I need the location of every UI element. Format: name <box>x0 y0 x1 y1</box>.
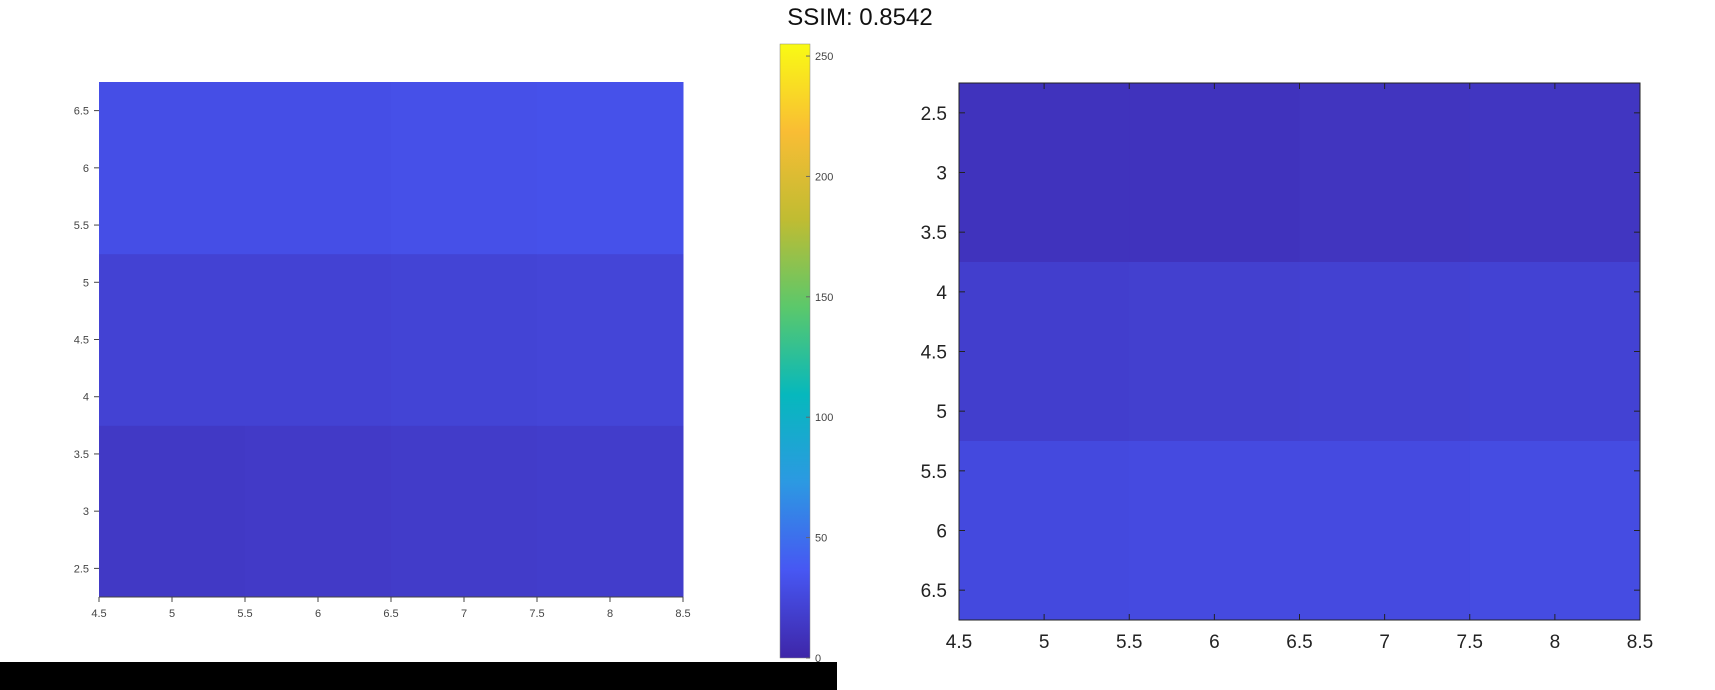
y-tick-label: 6 <box>83 163 89 175</box>
heatmap-cell <box>537 82 684 255</box>
figure-title: SSIM: 0.8542 <box>787 4 933 31</box>
y-tick-label: 4.5 <box>74 335 89 347</box>
heatmap-cell <box>959 262 1130 442</box>
y-tick-label: 3.5 <box>74 449 89 461</box>
heatmap-cell <box>1299 83 1471 263</box>
x-tick-label: 8.5 <box>1627 632 1653 653</box>
colorbar-tick-label: 0 <box>815 653 821 665</box>
y-tick-label: 2.5 <box>921 104 947 125</box>
x-tick-label: 6 <box>315 608 321 620</box>
heatmap-cell <box>99 253 246 426</box>
heatmap-cell <box>99 425 246 598</box>
heatmap-cell <box>959 83 1130 263</box>
x-tick-label: 5.5 <box>1116 632 1142 653</box>
x-tick-label: 8 <box>1550 632 1561 653</box>
x-tick-label: 5 <box>1039 632 1050 653</box>
heatmap-cell <box>537 253 684 426</box>
y-tick-label: 4.5 <box>921 343 947 364</box>
colorbar-tick-label: 200 <box>815 171 833 183</box>
x-tick-label: 7 <box>461 608 467 620</box>
y-tick-label: 6.5 <box>74 106 89 118</box>
y-tick-label: 2.5 <box>74 563 89 575</box>
x-tick-label: 5 <box>169 608 175 620</box>
y-tick-label: 5.5 <box>921 462 947 483</box>
heatmap-cell <box>99 82 246 255</box>
heatmap-cell <box>1129 441 1300 621</box>
heatmap-cell <box>391 82 538 255</box>
heatmap-cell <box>245 82 392 255</box>
y-tick-label: 5.5 <box>74 220 89 232</box>
heatmap-cell <box>1469 262 1641 442</box>
heatmap-cell <box>1469 83 1641 263</box>
x-tick-label: 6 <box>1209 632 1220 653</box>
right-heatmap: 4.5 5 5.5 6 6.5 7 7.5 8 8.5 2.5 3 3.5 4 4.5 5 5.5 6 6.5 <box>921 82 1653 653</box>
y-tick-label: 4 <box>936 283 947 304</box>
heatmap-cell <box>1469 441 1641 621</box>
x-tick-label: 8.5 <box>675 608 690 620</box>
left-heatmap: 4.5 5 5.5 6 6.5 7 7.5 8 8.5 2.5 3 3.5 4 4.5 5 5.5 6 6.5 <box>74 82 691 620</box>
y-tick-label: 5 <box>83 277 89 289</box>
colorbar-tick-label: 150 <box>815 292 833 304</box>
heatmap-cell <box>245 253 392 426</box>
heatmap-cell <box>391 425 538 598</box>
x-tick-label: 6.5 <box>383 608 398 620</box>
heatmap-cell <box>391 253 538 426</box>
x-tick-label: 7.5 <box>1457 632 1483 653</box>
colorbar-gradient <box>779 43 811 659</box>
x-tick-label: 7 <box>1379 632 1390 653</box>
x-tick-label: 4.5 <box>946 632 972 653</box>
colorbar-tick-label: 250 <box>815 51 833 63</box>
y-tick-label: 4 <box>83 392 89 404</box>
heatmap-cell <box>1299 441 1471 621</box>
colorbar-tick-label: 50 <box>815 533 827 545</box>
x-tick-label: 6.5 <box>1286 632 1312 653</box>
colorbar: 0 50 100 150 200 250 <box>779 43 833 665</box>
x-tick-label: 4.5 <box>91 608 106 620</box>
heatmap-cell <box>245 425 392 598</box>
x-tick-label: 8 <box>607 608 613 620</box>
x-tick-label: 7.5 <box>529 608 544 620</box>
y-tick-label: 5 <box>936 402 947 423</box>
y-tick-label: 3 <box>83 506 89 518</box>
y-tick-label: 3.5 <box>921 223 947 244</box>
heatmap-cell <box>1129 83 1300 263</box>
y-tick-label: 6.5 <box>921 581 947 602</box>
bottom-black-bar <box>0 662 837 690</box>
y-tick-label: 6 <box>936 522 947 543</box>
x-tick-label: 5.5 <box>237 608 252 620</box>
heatmap-cell <box>1129 262 1300 442</box>
heatmap-cell <box>537 425 684 598</box>
colorbar-tick-label: 100 <box>815 412 833 424</box>
y-tick-label: 3 <box>936 164 947 185</box>
heatmap-cell <box>1299 262 1471 442</box>
heatmap-cell <box>959 441 1130 621</box>
